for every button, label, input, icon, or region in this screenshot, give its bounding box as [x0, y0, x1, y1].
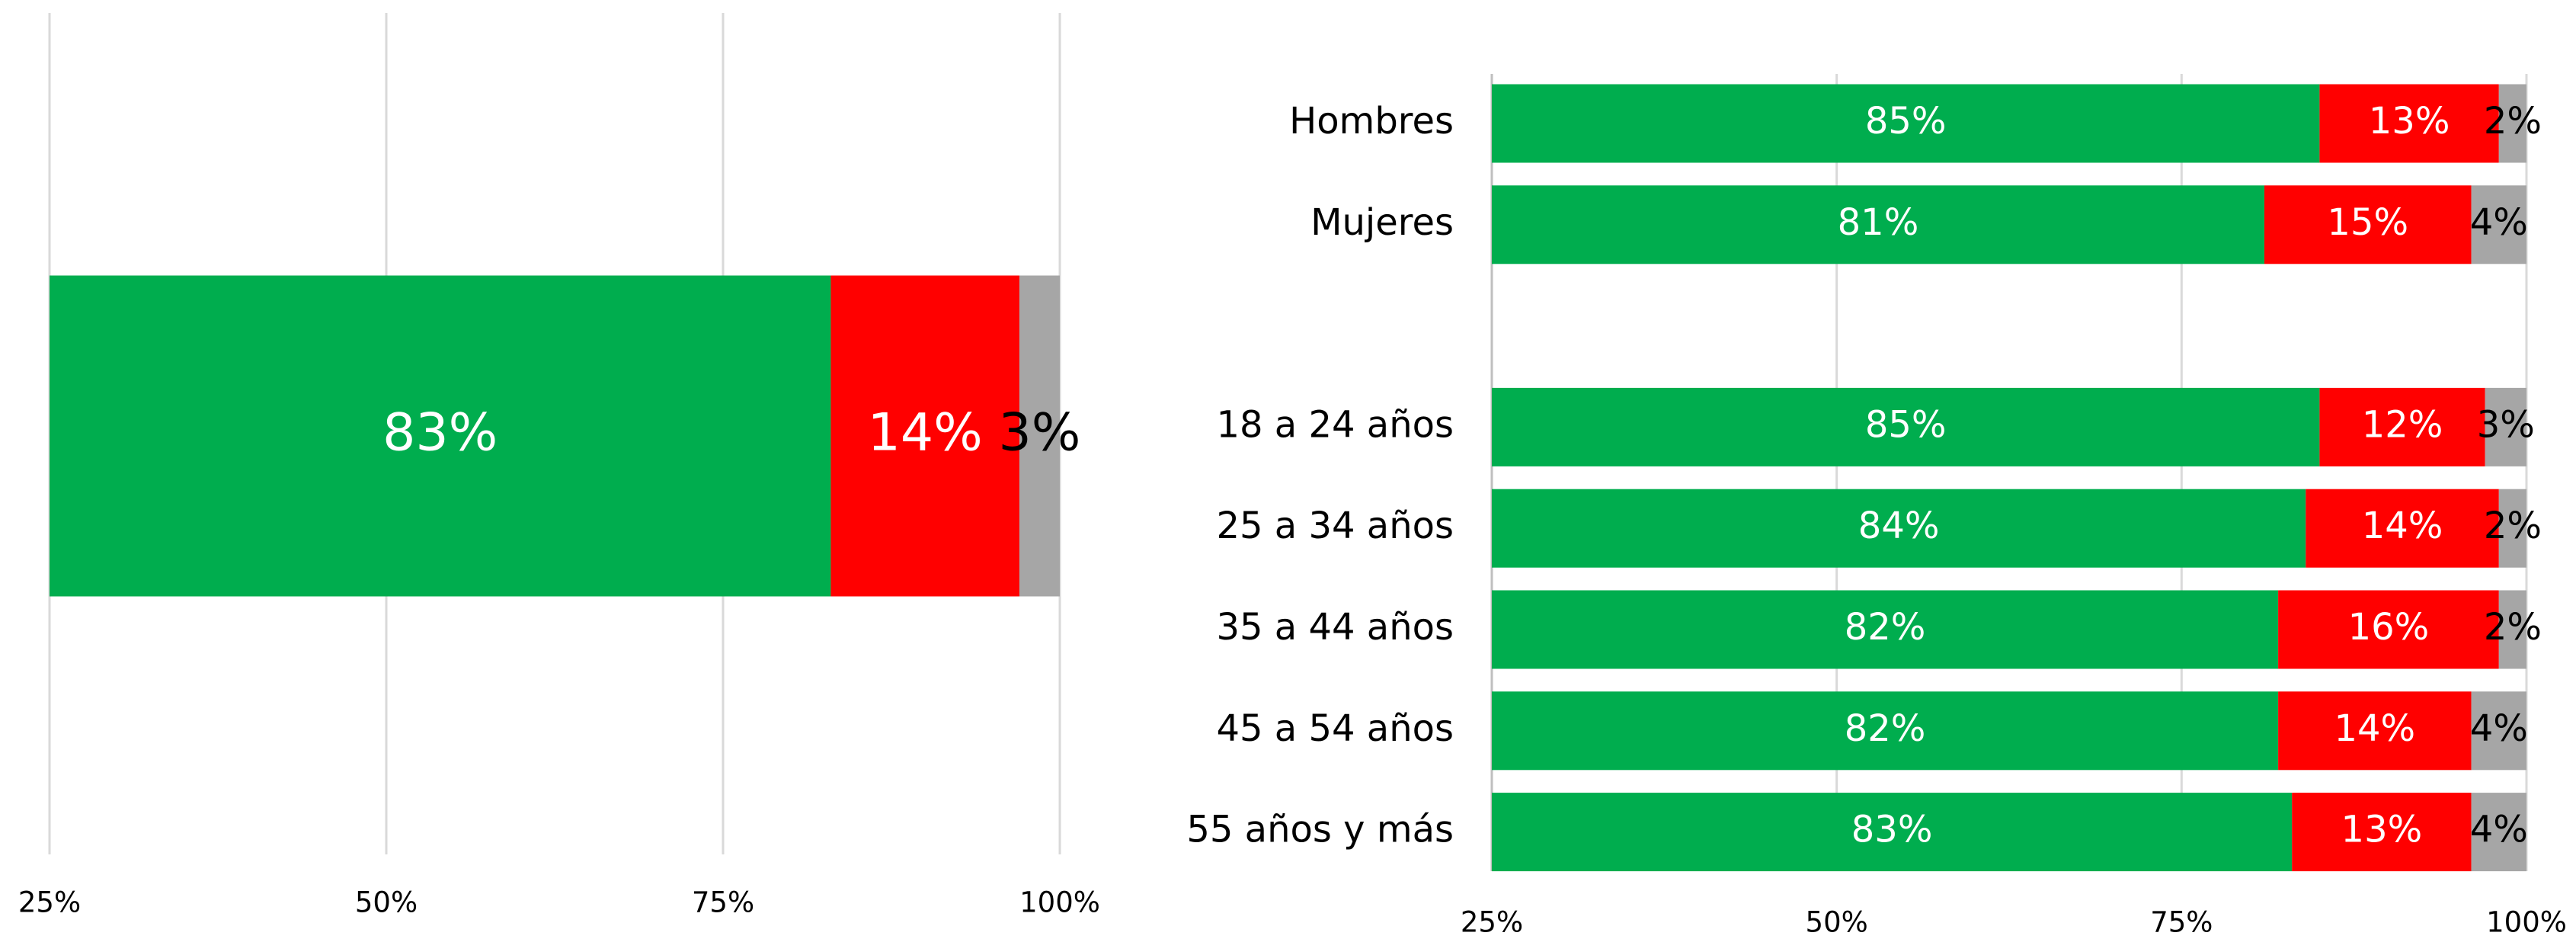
bar-segment: [1492, 489, 2306, 568]
bar-segment: [2278, 590, 2499, 669]
x-tick-label: 50%: [1806, 906, 1868, 939]
value-label: 2%: [2484, 100, 2542, 143]
category-label: 18 a 24 años: [1216, 403, 1454, 446]
bar-segment: [1492, 185, 2264, 264]
value-label: 4%: [2470, 809, 2528, 851]
category-label: 45 a 54 años: [1216, 707, 1454, 750]
x-tick-label: 100%: [2486, 906, 2567, 939]
bar-segment: [2498, 84, 2526, 163]
value-label: 16%: [2348, 606, 2430, 649]
category-label: Hombres: [1289, 100, 1454, 143]
bar-segment: [2306, 489, 2499, 568]
bar-segment: [2278, 691, 2472, 771]
bar-segment: [1492, 387, 2320, 466]
value-label: 4%: [2470, 707, 2528, 750]
bar-segment: [50, 275, 831, 597]
value-label: 83%: [382, 403, 498, 463]
value-label: 85%: [1865, 100, 1947, 143]
x-tick-label: 50%: [355, 886, 418, 919]
bar-segment: [1492, 84, 2320, 163]
bar-segment: [2471, 691, 2526, 771]
value-label: 13%: [2341, 809, 2423, 851]
value-label: 82%: [1845, 707, 1926, 750]
value-label: 81%: [1838, 201, 1919, 244]
bar-segment: [1492, 590, 2279, 669]
value-label: 82%: [1845, 606, 1926, 649]
bar-segment: [1019, 275, 1060, 597]
x-tick-label: 75%: [2150, 906, 2213, 939]
value-label: 4%: [2470, 201, 2528, 244]
x-tick-label: 75%: [692, 886, 754, 919]
value-label: 83%: [1851, 809, 1933, 851]
bar-segment: [2319, 387, 2485, 466]
value-label: 2%: [2484, 505, 2542, 547]
value-label: 12%: [2362, 403, 2443, 446]
value-label: 3%: [2477, 403, 2535, 446]
x-tick-label: 25%: [1461, 906, 1523, 939]
x-tick-label: 25%: [18, 886, 81, 919]
value-label: 85%: [1865, 403, 1947, 446]
value-label: 3%: [999, 403, 1081, 463]
bar-segment: [1492, 691, 2279, 771]
value-label: 84%: [1858, 505, 1940, 547]
category-label: 25 a 34 años: [1216, 505, 1454, 547]
bar-segment: [830, 275, 1019, 597]
value-label: 14%: [2362, 505, 2443, 547]
category-label: 35 a 44 años: [1216, 606, 1454, 649]
value-label: 15%: [2327, 201, 2408, 244]
value-label: 13%: [2369, 100, 2450, 143]
category-label: 55 años y más: [1186, 809, 1454, 851]
bar-segment: [2485, 387, 2526, 466]
bar-segment: [2498, 489, 2526, 568]
bar-segment: [2498, 590, 2526, 669]
bar-segment: [2471, 793, 2526, 872]
bar-segment: [2319, 84, 2499, 163]
value-label: 14%: [868, 403, 983, 463]
x-tick-label: 100%: [1019, 886, 1100, 919]
bar-segment: [1492, 793, 2293, 872]
value-label: 2%: [2484, 606, 2542, 649]
value-label: 14%: [2334, 707, 2415, 750]
bar-segment: [2264, 185, 2472, 264]
bar-segment: [2471, 185, 2526, 264]
category-label: Mujeres: [1310, 201, 1454, 244]
bar-segment: [2292, 793, 2472, 872]
